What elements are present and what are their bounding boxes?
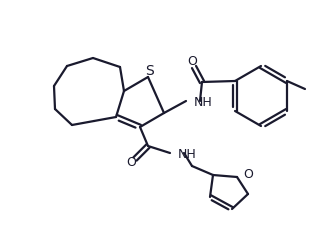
Text: NH: NH: [178, 148, 197, 162]
Text: O: O: [187, 54, 197, 67]
Text: O: O: [126, 156, 136, 168]
Text: O: O: [243, 168, 253, 180]
Text: NH: NH: [194, 96, 213, 109]
Text: S: S: [145, 64, 154, 78]
